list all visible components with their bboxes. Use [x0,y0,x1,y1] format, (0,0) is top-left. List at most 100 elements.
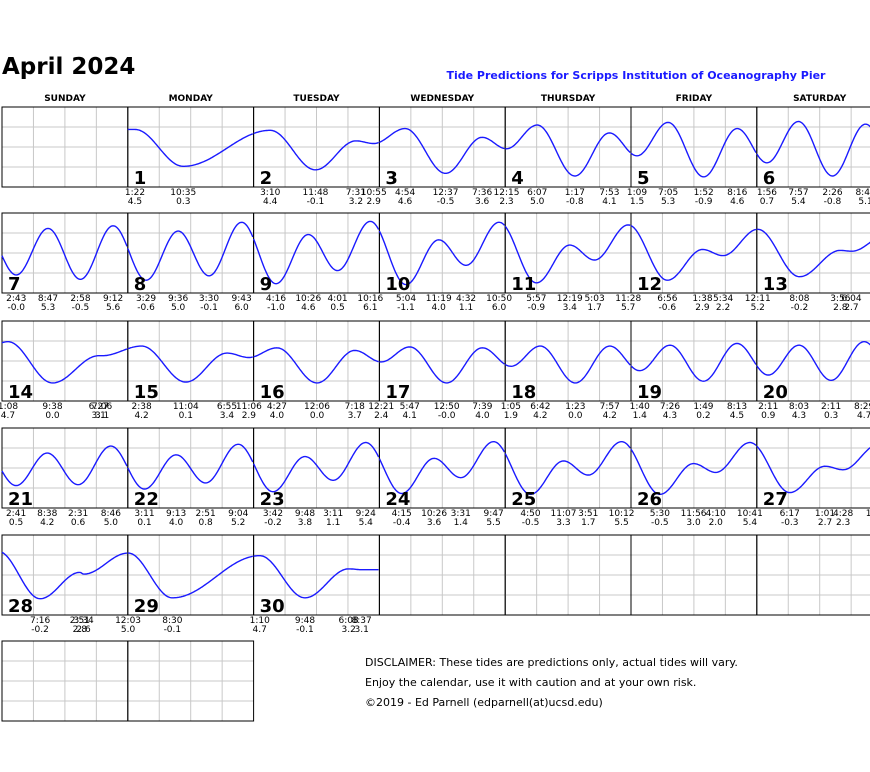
day-cell [630,534,758,616]
tide-curve [127,345,253,383]
day-number: 14 [8,382,33,403]
tide-time: 10:16 [357,294,383,304]
tide-time: 10:55 [361,188,387,198]
day-cell [504,534,632,616]
tide-curve [1,445,128,487]
tide-height: 0.3 [824,411,838,421]
tide-time: 10:26 [421,509,447,519]
tide-height: 4.0 [475,411,490,421]
tide-height: 1.4 [633,411,648,421]
day-cell: 254:50-0.5 11:073.3 3:511.7 10:125.5 [504,427,635,528]
weekday-label: THURSDAY [541,94,596,104]
tide-curve [504,441,631,495]
tide-height: 0.6 [71,518,86,528]
tide-curve [630,224,757,281]
day-number: 15 [134,382,159,403]
tide-height: -0.5 [651,518,669,528]
day-number: 6 [763,168,776,189]
tide-time: 5:57 [526,294,546,304]
tide-time: 8:03 [789,402,809,412]
tide-time: 11:19 [426,294,452,304]
day-number: 23 [260,489,285,510]
day-number: 1 [134,168,147,189]
day-cell: 191:401.4 7:264.3 1:490.2 8:134.5 [630,320,758,421]
tide-height: 1.1 [326,518,340,528]
tide-height: 0.8 [198,518,213,528]
tide-time: 9:04 [228,509,248,519]
tide-height: -0.0 [7,303,25,313]
day-cell: 94:16-1.0 10:264.6 4:010.5 10:166.1 [252,212,384,313]
day-cell: 152:384.2 11:040.1 6:553.411:062.9 [127,320,262,421]
tide-curve [630,441,757,495]
tide-curve [379,346,505,384]
day-cell: 233:42-0.2 9:483.8 3:111.1 9:245.4 [252,427,380,528]
tide-time: 3:56 [830,294,850,304]
tide-time: 2:31 [68,509,88,519]
tide-height: 4.3 [663,411,677,421]
tide-time: 3:11 [323,509,343,519]
tide-height: 0.1 [179,411,193,421]
tide-time: 3:42 [263,509,283,519]
tide-time: 1:01 [815,509,835,519]
tide-height: 5.5 [614,518,628,528]
tide-height: 4.2 [533,411,547,421]
tide-curve [253,129,379,171]
tide-height: 6.1 [363,303,377,313]
tide-height: 5.6 [106,303,121,313]
day-cell: 212:410.5 8:384.2 2:310.6 8:465.0 [1,427,129,528]
tide-height: 1.7 [587,303,601,313]
tide-time: 12:06 [304,402,330,412]
tide-height: 2.7 [844,303,858,313]
tide-height: 0.5 [9,518,23,528]
tide-time: 7:57 [600,402,620,412]
day-cell [378,534,506,616]
tide-time: 8:46 [101,509,121,519]
tide-time: 2:11 [821,402,841,412]
tide-height: 0.5 [330,303,344,313]
tide-time: 8:16 [727,188,747,198]
tide-height: 4.5 [730,411,744,421]
tide-time: 7:26 [660,402,680,412]
day-cell: 34:544.6 12:37-0.5 7:363.6 [378,106,506,207]
tide-height: 4.0 [270,411,285,421]
day-cell: 105:04-1.1 11:194.0 4:321.1 10:506.0 [378,212,512,313]
tide-height: 5.0 [104,518,119,528]
weekday-label: TUESDAY [293,94,340,104]
tide-time: 1:23 [565,402,585,412]
tide-height: 5.3 [41,303,55,313]
day-number: 2 [260,168,273,189]
tide-time: 8:37 [352,616,372,626]
tide-time: 11:04 [173,402,199,412]
day-cell: 83:29-0.6 9:365.0 3:30-0.1 9:436.0 [127,212,255,313]
tide-height: 2.6 [76,625,91,635]
day-cell: 223:110.1 9:134.0 2:510.8 9:045.2 [127,427,255,528]
tide-height: 3.6 [475,197,490,207]
tide-height: 3.7 [348,411,362,421]
tide-height: 1.7 [581,518,595,528]
tide-curve [378,221,505,286]
tide-time: 9:47 [483,509,503,519]
tide-time: 7:39 [472,402,492,412]
tide-height: 0.7 [760,197,774,207]
tide-height: -1.1 [397,303,415,313]
tide-time: 7:06 [92,402,112,412]
tide-curve [505,124,631,177]
tide-height: 1.4 [454,518,469,528]
tide-height: 2.3 [836,518,850,528]
tide-time: 3:30 [199,294,219,304]
tide-time: 4:01 [327,294,347,304]
tide-time: 6:56 [657,294,677,304]
day-number: 22 [134,489,159,510]
cell-border [253,534,380,616]
tide-height: 3.1 [95,411,109,421]
tide-time: 11:07 [551,509,577,519]
day-number: 24 [385,489,410,510]
tide-time: 6:08 [339,616,359,626]
day-cell: 11:224.5 10:350.3 [125,106,255,207]
cell-border [756,427,870,509]
day-number: 4 [511,168,524,189]
tide-height: 4.5 [128,197,142,207]
tide-time: 7:53 [599,188,619,198]
day-number: 18 [511,382,536,403]
